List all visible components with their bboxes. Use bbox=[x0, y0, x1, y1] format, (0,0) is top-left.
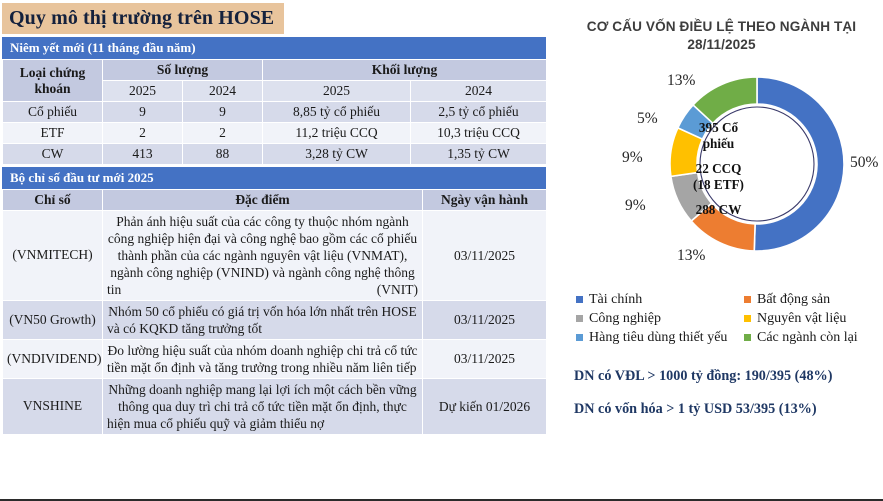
chart-title-line-2: 28/11/2025 bbox=[687, 36, 756, 52]
cell-index-features: Nhóm 50 cổ phiếu có giá trị vốn hóa lớn … bbox=[102, 300, 423, 340]
donut-slice[interactable] bbox=[691, 76, 758, 125]
legend-swatch-icon bbox=[744, 334, 751, 342]
donut-inner-ring bbox=[699, 106, 815, 222]
indices-table: Chỉ số Đặc điểm Ngày vận hành (VNMITECH)… bbox=[2, 189, 547, 435]
pct-label-cac-nganh-con-lai: 13% bbox=[667, 71, 696, 89]
col-header-features: Đặc điểm bbox=[102, 189, 423, 211]
section-header-indices: Bộ chỉ số đầu tư mới 2025 bbox=[2, 167, 546, 189]
note-charter-capital: DN có VĐL > 1000 tỷ đồng: 190/395 (48%) bbox=[574, 367, 833, 384]
legend-item-cong-nghiep[interactable]: Công nghiệp bbox=[576, 311, 744, 327]
col-header-index: Chỉ số bbox=[2, 189, 103, 211]
cell-qty-2024: 88 bbox=[182, 143, 263, 165]
cell-index-name: (VNMITECH) bbox=[2, 210, 103, 301]
footer-notes: DN có VĐL > 1000 tỷ đồng: 190/395 (48%) … bbox=[560, 346, 883, 418]
legend-label: Công nghiệp bbox=[589, 310, 661, 326]
table-row: VNSHINE Những doanh nghiệp mang lại lợi … bbox=[2, 378, 547, 435]
table-row: CW 413 88 3,28 tỷ CW 1,35 tỷ CW bbox=[2, 143, 548, 165]
cell-qty-2025: 9 bbox=[102, 101, 183, 123]
cell-index-date: 03/11/2025 bbox=[422, 300, 547, 340]
cell-type: Cổ phiếu bbox=[2, 101, 103, 123]
col-header-type: Loại chứng khoán bbox=[2, 59, 103, 102]
cell-vol-2024: 2,5 tỷ cổ phiếu bbox=[409, 101, 548, 123]
right-panel: CƠ CẤU VỐN ĐIỀU LỆ THEO NGÀNH TẠI 28/11/… bbox=[560, 0, 883, 497]
col-header-launch-date: Ngày vận hành bbox=[422, 189, 547, 211]
pct-label-nguyen-vat-lieu: 9% bbox=[622, 148, 643, 166]
legend-label: Tài chính bbox=[589, 291, 643, 307]
table-row-subheader: 2025 2024 2025 2024 bbox=[3, 80, 548, 102]
table-row: (VNMITECH) Phản ánh hiệu suất của các cô… bbox=[2, 210, 547, 301]
table-row-header: Loại chứng khoán Số lượng Khối lượng bbox=[2, 59, 548, 102]
cell-index-features: Những doanh nghiệp mang lại lợi ích một … bbox=[102, 378, 423, 435]
cell-qty-2025: 413 bbox=[102, 143, 183, 165]
col-header-qty-2024: 2024 bbox=[182, 80, 263, 102]
legend-swatch-icon bbox=[744, 315, 751, 323]
col-header-quantity: Số lượng bbox=[102, 59, 263, 81]
left-panel: Quy mô thị trường trên HOSE Niêm yết mới… bbox=[2, 3, 548, 435]
cell-type: CW bbox=[2, 143, 103, 165]
legend-swatch-icon bbox=[576, 315, 583, 323]
cell-vol-2024: 1,35 tỷ CW bbox=[409, 143, 548, 165]
donut-slices bbox=[669, 76, 845, 252]
legend-swatch-icon bbox=[576, 334, 583, 342]
table-row: ETF 2 2 11,2 triệu CCQ 10,3 triệu CCQ bbox=[2, 122, 548, 144]
legend-swatch-icon bbox=[744, 296, 751, 304]
legend-label: Hàng tiêu dùng thiết yếu bbox=[589, 329, 728, 345]
legend-label: Bất động sản bbox=[757, 291, 831, 307]
col-header-vol-2025: 2025 bbox=[262, 80, 411, 102]
legend-item-bat-dong-san[interactable]: Bất động sản bbox=[744, 292, 883, 308]
chart-title-line-1: CƠ CẤU VỐN ĐIỀU LỆ THEO NGÀNH TẠI bbox=[586, 19, 857, 34]
legend-item-hang-tieu-dung[interactable]: Hàng tiêu dùng thiết yếu bbox=[576, 330, 744, 346]
legend-item-nguyen-vat-lieu[interactable]: Nguyên vật liệu bbox=[744, 311, 883, 327]
col-header-volume: Khối lượng bbox=[261, 59, 548, 81]
col-header-qty-2025: 2025 bbox=[102, 80, 183, 102]
pct-label-hang-tieu-dung: 5% bbox=[637, 109, 658, 127]
legend-swatch-icon bbox=[576, 296, 583, 304]
donut-chart: 395 Cổ phiếu 22 CCQ (18 ETF) 288 CW 50% … bbox=[560, 54, 883, 284]
donut-chart-svg bbox=[669, 76, 845, 252]
cell-qty-2024: 9 bbox=[182, 101, 263, 123]
cell-index-features: Phản ánh hiệu suất của các công ty thuộc… bbox=[102, 210, 423, 301]
note-market-cap: DN có vốn hóa > 1 tỷ USD 53/395 (13%) bbox=[574, 400, 817, 417]
cell-index-name: (VNDIVIDEND) bbox=[2, 339, 103, 379]
legend-item-tai-chinh[interactable]: Tài chính bbox=[576, 292, 744, 308]
cell-qty-2024: 2 bbox=[182, 122, 263, 144]
legend-item-cac-nganh-con-lai[interactable]: Các ngành còn lại bbox=[744, 330, 883, 346]
cell-vol-2024: 10,3 triệu CCQ bbox=[409, 122, 548, 144]
cell-index-date: 03/11/2025 bbox=[422, 339, 547, 379]
table-row: Cổ phiếu 9 9 8,85 tỷ cổ phiếu 2,5 tỷ cổ … bbox=[2, 101, 548, 123]
cell-vol-2025: 8,85 tỷ cổ phiếu bbox=[262, 101, 411, 123]
chart-title: CƠ CẤU VỐN ĐIỀU LỆ THEO NGÀNH TẠI 28/11/… bbox=[560, 0, 883, 54]
section-header-listing: Niêm yết mới (11 tháng đầu năm) bbox=[2, 37, 546, 59]
pct-label-cong-nghiep: 9% bbox=[625, 196, 646, 214]
pct-label-bat-dong-san: 13% bbox=[677, 246, 706, 264]
cell-index-name: (VN50 Growth) bbox=[2, 300, 103, 340]
table-row: (VNDIVIDEND) Đo lường hiệu suất của nhóm… bbox=[2, 339, 547, 379]
table-row-header: Chỉ số Đặc điểm Ngày vận hành bbox=[2, 189, 547, 211]
legend-label: Nguyên vật liệu bbox=[757, 310, 847, 326]
cell-vol-2025: 11,2 triệu CCQ bbox=[262, 122, 411, 144]
page-title: Quy mô thị trường trên HOSE bbox=[2, 3, 285, 34]
chart-legend: Tài chính Bất động sản Công nghiệp Nguyê… bbox=[560, 284, 883, 346]
cell-index-date: Dự kiến 01/2026 bbox=[422, 378, 547, 435]
cell-index-date: 03/11/2025 bbox=[422, 210, 547, 301]
col-header-vol-2024: 2024 bbox=[409, 80, 548, 102]
cell-index-name: VNSHINE bbox=[2, 378, 103, 435]
cell-qty-2025: 2 bbox=[102, 122, 183, 144]
cell-vol-2025: 3,28 tỷ CW bbox=[262, 143, 411, 165]
legend-label: Các ngành còn lại bbox=[757, 329, 858, 345]
listing-table: Loại chứng khoán Số lượng Khối lượng 202… bbox=[2, 59, 548, 165]
cell-index-features: Đo lường hiệu suất của nhóm doanh nghiệp… bbox=[102, 339, 423, 379]
cell-type: ETF bbox=[2, 122, 103, 144]
donut-slice[interactable] bbox=[753, 76, 845, 252]
pct-label-tai-chinh: 50% bbox=[850, 153, 879, 171]
table-row: (VN50 Growth) Nhóm 50 cổ phiếu có giá tr… bbox=[2, 300, 547, 340]
